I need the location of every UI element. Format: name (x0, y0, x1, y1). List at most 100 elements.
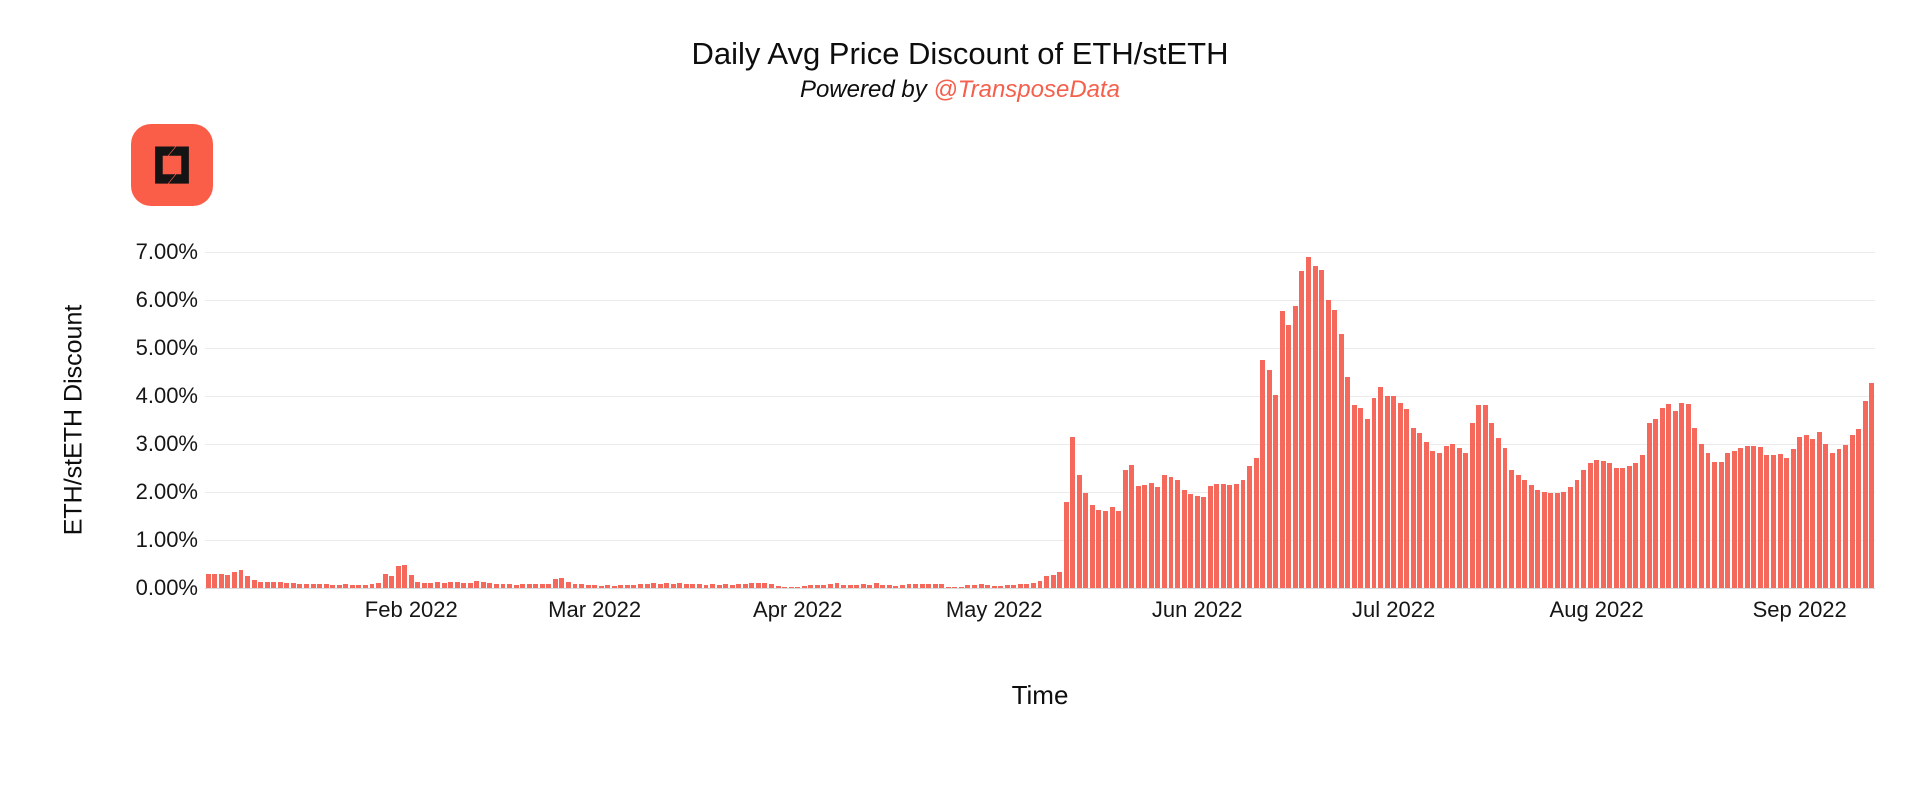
bar[interactable] (513, 584, 519, 588)
bar[interactable] (1227, 484, 1233, 588)
bar[interactable] (657, 583, 663, 588)
bar[interactable] (696, 584, 702, 588)
bar[interactable] (461, 583, 467, 588)
bar[interactable] (1397, 402, 1403, 588)
bar[interactable] (1417, 433, 1423, 588)
bar[interactable] (1469, 423, 1475, 588)
bar[interactable] (801, 585, 807, 588)
bar[interactable] (716, 584, 722, 588)
bar[interactable] (1712, 461, 1717, 588)
bar[interactable] (978, 584, 984, 588)
bar[interactable] (1757, 447, 1763, 588)
bar[interactable] (297, 583, 303, 588)
bar[interactable] (598, 585, 604, 588)
bar[interactable] (1391, 396, 1397, 588)
bar[interactable] (1705, 452, 1711, 588)
bar[interactable] (1849, 434, 1855, 588)
bar[interactable] (1364, 418, 1370, 588)
bar[interactable] (926, 583, 932, 588)
bar[interactable] (1247, 466, 1253, 588)
bar[interactable] (611, 585, 617, 588)
bar[interactable] (972, 584, 977, 588)
bar[interactable] (402, 565, 408, 588)
bar[interactable] (1829, 452, 1835, 588)
bar[interactable] (1070, 436, 1076, 588)
bar[interactable] (1738, 448, 1744, 588)
bar[interactable] (1430, 450, 1436, 588)
bar[interactable] (1581, 470, 1587, 588)
bar[interactable] (1319, 269, 1325, 588)
bar[interactable] (421, 583, 427, 588)
bar[interactable] (991, 585, 997, 588)
transpose-logo[interactable] (131, 124, 213, 206)
bar[interactable] (1371, 398, 1377, 588)
bar[interactable] (958, 587, 964, 588)
bar[interactable] (1358, 408, 1364, 588)
bar[interactable] (1489, 423, 1495, 588)
bar[interactable] (1567, 487, 1573, 588)
bar[interactable] (985, 585, 991, 588)
bar[interactable] (651, 583, 657, 588)
bar[interactable] (827, 584, 833, 588)
bar[interactable] (1299, 271, 1305, 588)
bar[interactable] (1698, 443, 1704, 588)
bar[interactable] (1810, 439, 1816, 588)
bar[interactable] (480, 582, 486, 588)
transpose-handle-link[interactable]: @TransposeData (933, 76, 1121, 103)
bar[interactable] (1292, 306, 1298, 588)
bar[interactable] (343, 584, 349, 588)
bar[interactable] (1384, 396, 1390, 588)
bar[interactable] (454, 582, 460, 588)
bar[interactable] (710, 584, 715, 588)
bar[interactable] (500, 584, 506, 588)
bar[interactable] (1803, 434, 1809, 588)
bar[interactable] (1240, 480, 1246, 588)
bar[interactable] (1495, 438, 1501, 588)
bar[interactable] (1600, 460, 1606, 588)
bar[interactable] (415, 582, 421, 588)
bar[interactable] (690, 584, 696, 588)
bar[interactable] (841, 584, 846, 588)
bar[interactable] (1633, 462, 1639, 588)
bar[interactable] (723, 584, 729, 588)
bar[interactable] (533, 584, 539, 588)
bar[interactable] (618, 585, 624, 588)
bar[interactable] (1135, 486, 1141, 588)
bar[interactable] (277, 582, 283, 588)
bar[interactable] (1345, 376, 1351, 588)
bar[interactable] (782, 586, 788, 588)
bar[interactable] (860, 584, 866, 588)
bar[interactable] (565, 582, 571, 588)
bar[interactable] (638, 584, 643, 588)
bar[interactable] (435, 582, 440, 588)
bar[interactable] (1207, 486, 1213, 588)
bar[interactable] (1017, 584, 1023, 588)
bar[interactable] (1620, 468, 1626, 588)
bar[interactable] (1640, 455, 1645, 588)
bar[interactable] (605, 585, 611, 588)
bar[interactable] (1797, 436, 1803, 588)
bar[interactable] (507, 584, 512, 588)
bar[interactable] (349, 584, 355, 588)
bar[interactable] (1312, 265, 1318, 588)
bar[interactable] (1325, 300, 1331, 588)
bar[interactable] (1869, 382, 1875, 588)
bar[interactable] (945, 586, 951, 588)
bar[interactable] (539, 584, 545, 588)
bar[interactable] (441, 583, 447, 588)
bar[interactable] (205, 573, 211, 588)
bar[interactable] (493, 583, 499, 588)
bar[interactable] (834, 583, 840, 588)
bar[interactable] (559, 578, 565, 588)
bar[interactable] (886, 585, 892, 588)
bar[interactable] (769, 583, 774, 588)
bar[interactable] (231, 572, 237, 588)
bar[interactable] (1103, 510, 1108, 588)
bar[interactable] (932, 584, 938, 588)
bar[interactable] (1836, 449, 1842, 588)
bar[interactable] (952, 587, 958, 588)
bar[interactable] (1509, 469, 1514, 588)
bar[interactable] (1685, 404, 1691, 588)
bar[interactable] (1181, 490, 1187, 588)
bar[interactable] (1050, 574, 1056, 588)
